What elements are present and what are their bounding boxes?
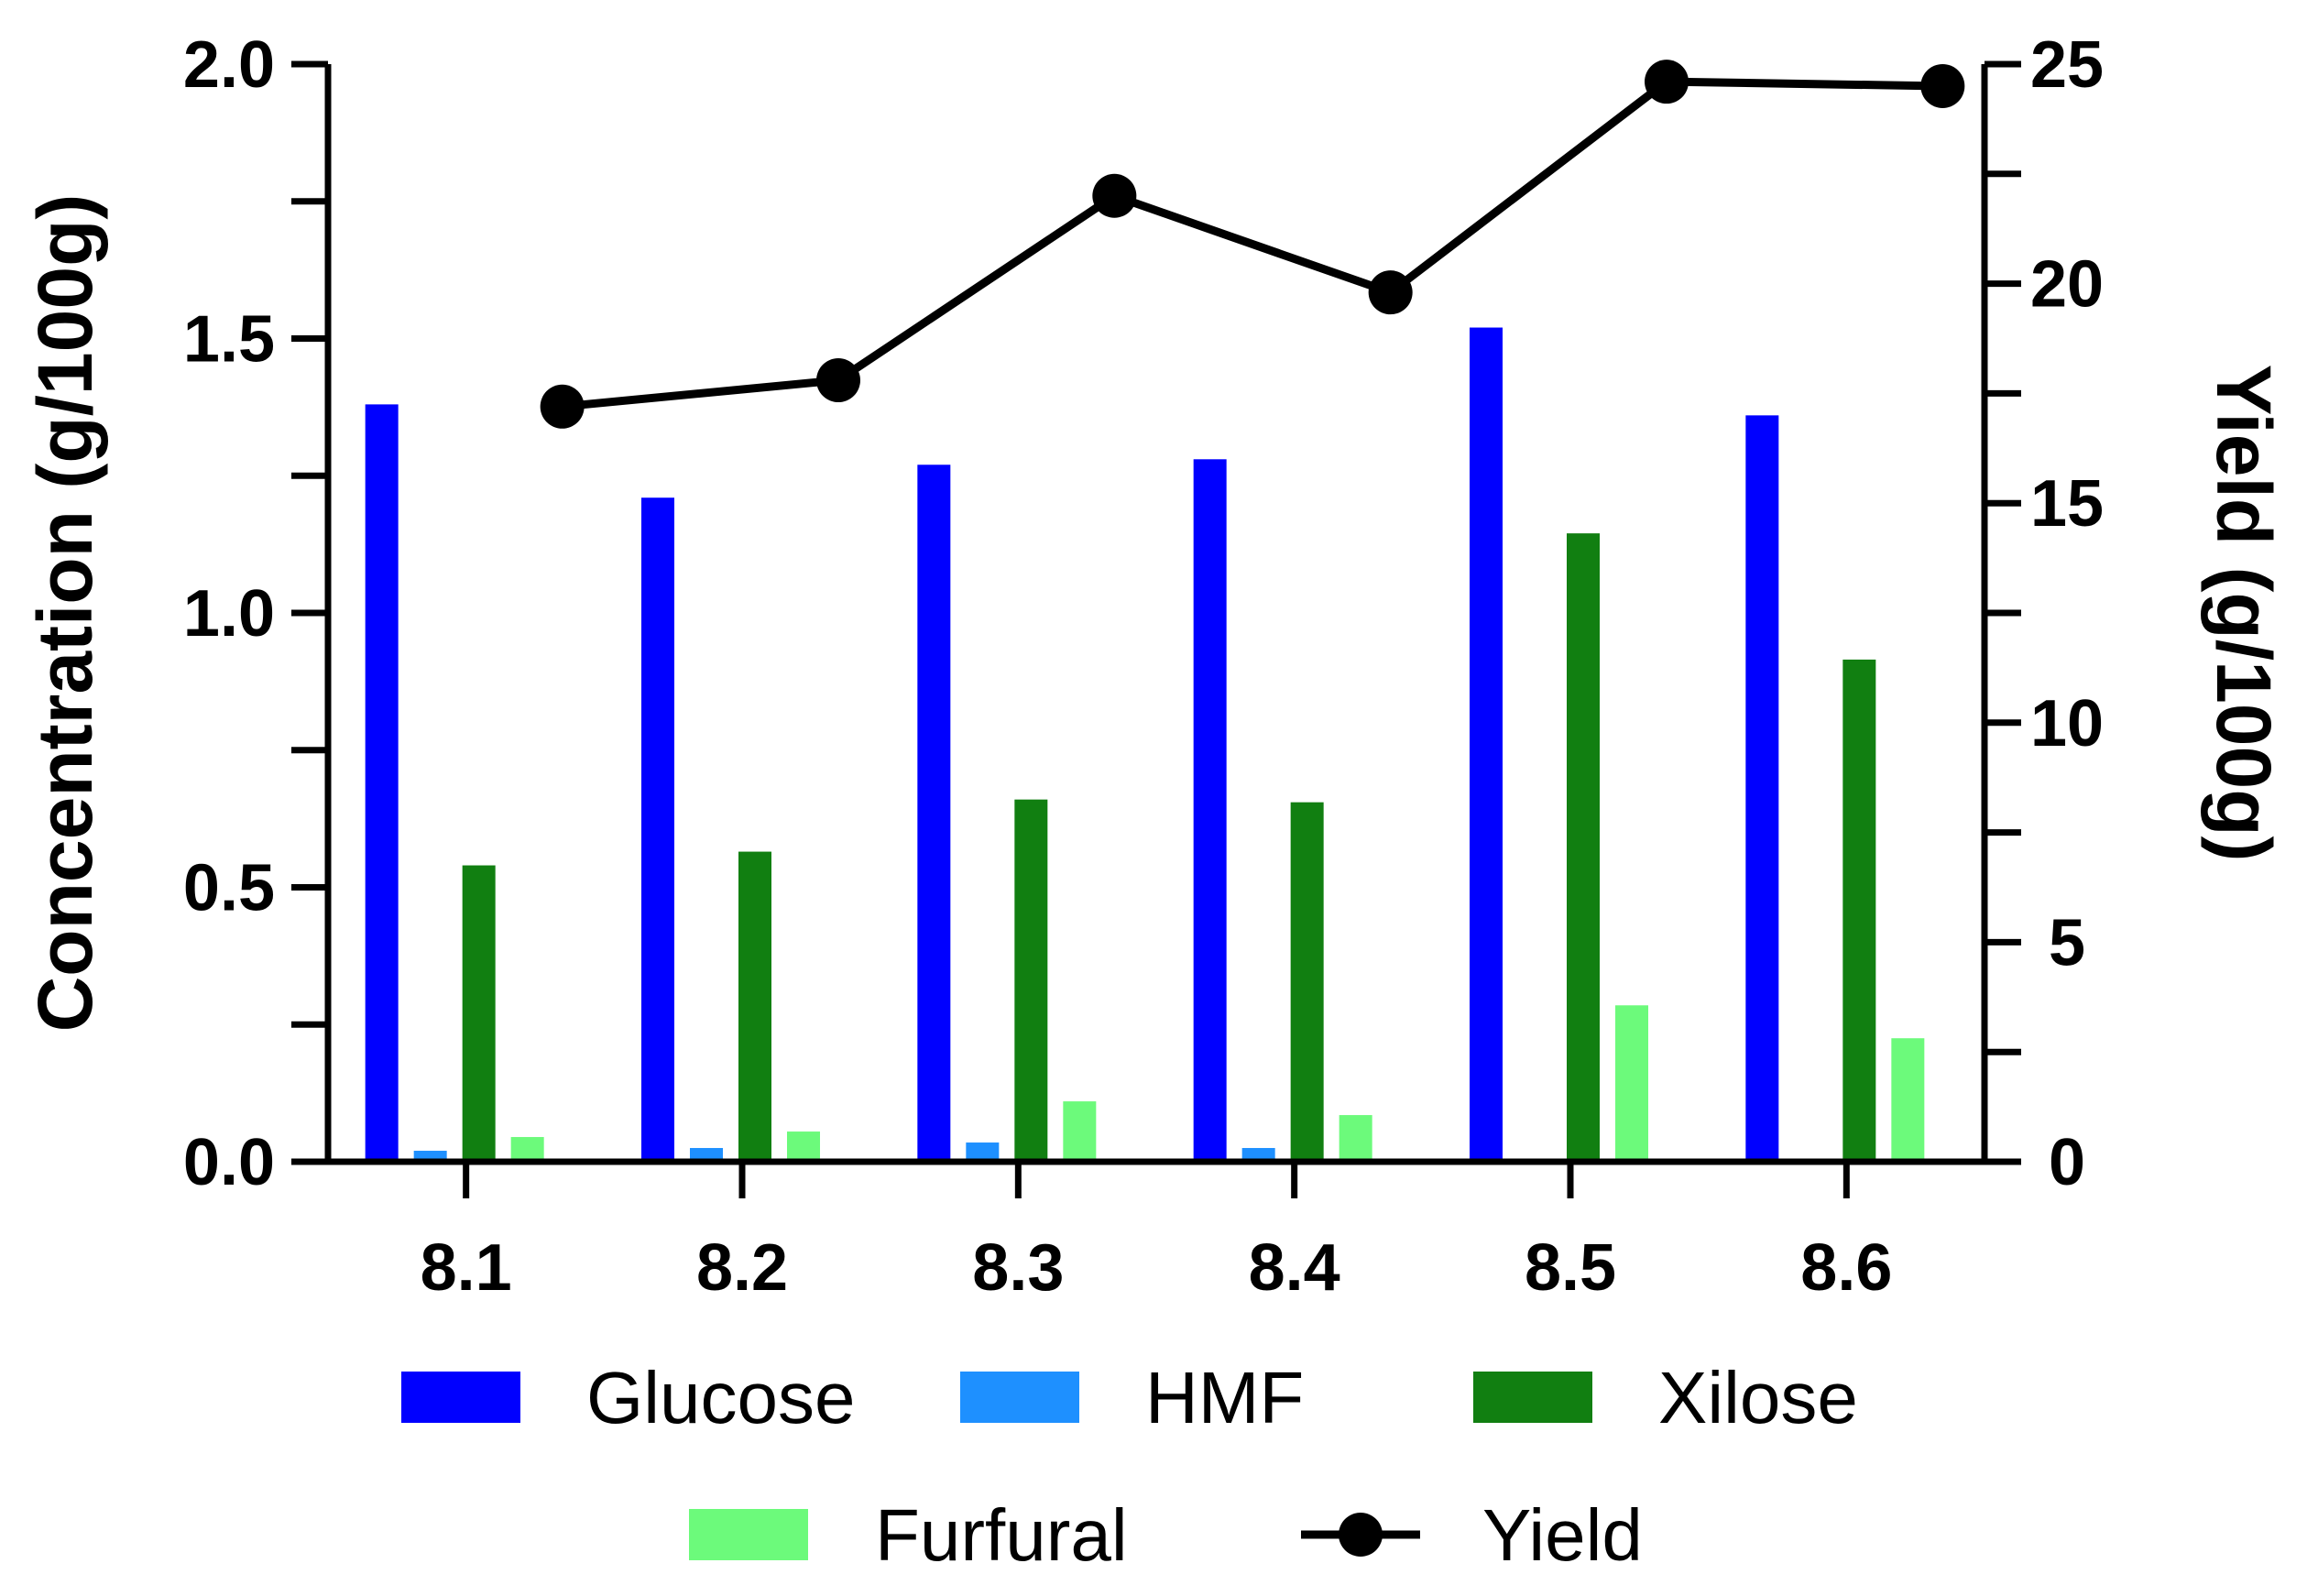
legend-label-yield: Yield — [1482, 1494, 1643, 1576]
bar-xilose-8-6 — [1842, 659, 1876, 1162]
y-left-tick-label-1-0: 1.0 — [183, 577, 275, 650]
bar-hmf-8-1 — [413, 1151, 447, 1162]
y-left-tick-label-1-5: 1.5 — [183, 303, 275, 377]
x-tick-label-8-3: 8.3 — [972, 1231, 1064, 1305]
y-right-tick-label-10: 10 — [2030, 687, 2104, 760]
bar-glucose-8-1 — [365, 404, 399, 1162]
legend-swatch-glucose — [401, 1372, 520, 1423]
y-right-tick-label-15: 15 — [2030, 467, 2104, 541]
bar-glucose-8-5 — [1470, 327, 1503, 1162]
bar-glucose-8-4 — [1193, 459, 1227, 1162]
x-tick-label-8-1: 8.1 — [421, 1231, 512, 1305]
x-tick-label-8-2: 8.2 — [696, 1231, 788, 1305]
bar-glucose-8-2 — [641, 497, 674, 1162]
legend: Glucose HMF Xilose Furfural Yield — [401, 1357, 1858, 1576]
bar-xilose-8-2 — [738, 851, 771, 1162]
bar-furfural-8-6 — [1891, 1038, 1925, 1162]
point-yield-8-3 — [1092, 173, 1137, 218]
bar-xilose-8-3 — [1014, 799, 1048, 1162]
bar-furfural-8-2 — [787, 1131, 820, 1162]
point-yield-8-6 — [1920, 63, 1965, 108]
bar-glucose-8-6 — [1745, 415, 1779, 1162]
y-right-tick-label-25: 25 — [2030, 28, 2104, 102]
legend-swatch-furfural — [689, 1509, 808, 1560]
bar-hmf-8-2 — [690, 1148, 723, 1162]
bar-furfural-8-1 — [510, 1137, 544, 1162]
bar-furfural-8-5 — [1615, 1005, 1648, 1162]
legend-label-hmf: HMF — [1145, 1357, 1304, 1438]
point-yield-8-4 — [1368, 270, 1413, 315]
legend-swatch-xilose — [1473, 1372, 1592, 1423]
y-right-tick-label-0: 0 — [2049, 1126, 2085, 1199]
line-yield — [562, 77, 1943, 411]
point-yield-8-2 — [816, 358, 860, 403]
bar-furfural-8-3 — [1063, 1101, 1097, 1162]
y-left-tick-label-0-5: 0.5 — [183, 852, 275, 925]
y-right-tick-label-5: 5 — [2049, 906, 2085, 979]
y-left-tick-label-2-0: 2.0 — [183, 28, 275, 102]
y-axis-right-title: Yield (g/100g) — [2201, 364, 2287, 861]
y-axis-left-title: Concentration (g/100g) — [22, 194, 108, 1033]
bars-layer — [365, 327, 1925, 1162]
y-right-tick-label-20: 20 — [2030, 248, 2104, 322]
bar-glucose-8-3 — [917, 465, 951, 1162]
bar-xilose-8-4 — [1290, 802, 1324, 1162]
axes-layer — [291, 60, 2021, 1198]
yield-line-layer — [540, 60, 1965, 429]
bar-furfural-8-4 — [1339, 1115, 1372, 1162]
x-tick-label-8-4: 8.4 — [1249, 1231, 1340, 1305]
legend-swatch-yield-marker — [1339, 1513, 1383, 1557]
legend-label-xilose: Xilose — [1658, 1357, 1858, 1438]
legend-label-glucose: Glucose — [586, 1357, 855, 1438]
legend-swatch-hmf — [960, 1372, 1079, 1423]
point-yield-8-5 — [1645, 60, 1689, 104]
legend-label-furfural: Furfural — [875, 1494, 1128, 1576]
point-yield-8-1 — [540, 384, 585, 429]
bar-xilose-8-1 — [462, 865, 496, 1162]
bar-xilose-8-5 — [1567, 533, 1600, 1162]
labels-layer: 0.0 0.5 1.0 1.5 2.0 0 5 10 15 20 25 8.1 8.2 8.3 8.4 8.5… — [22, 28, 2287, 1305]
y-left-tick-label-0-0: 0.0 — [183, 1126, 275, 1199]
x-tick-label-8-5: 8.5 — [1525, 1231, 1616, 1305]
bar-hmf-8-4 — [1241, 1148, 1275, 1162]
bar-hmf-8-3 — [966, 1142, 1000, 1162]
x-tick-label-8-6: 8.6 — [1800, 1231, 1892, 1305]
